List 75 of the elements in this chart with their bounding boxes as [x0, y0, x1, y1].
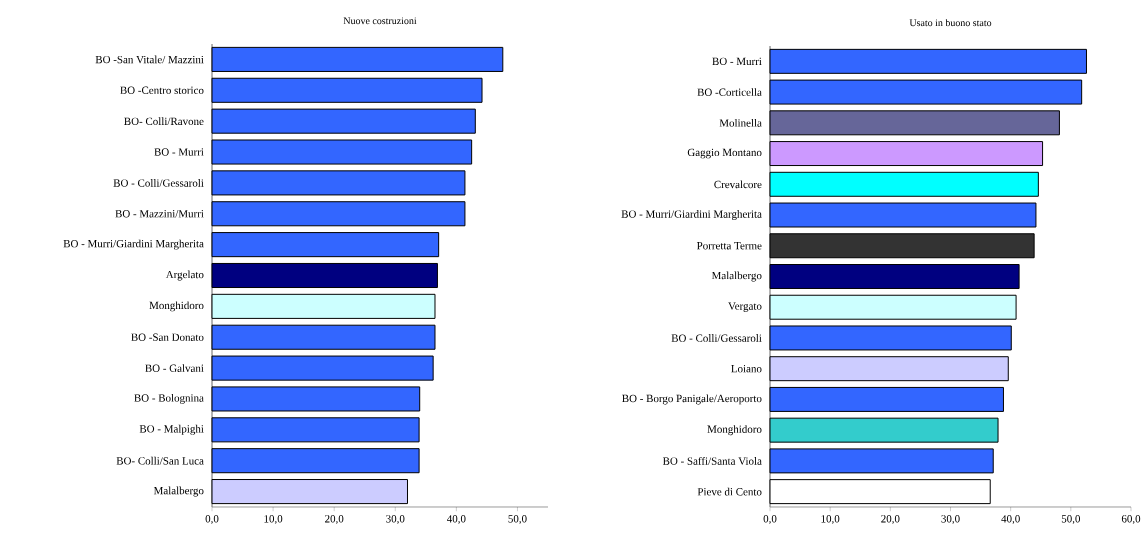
y-tick-label: BO - Colli/Gessaroli	[113, 179, 204, 187]
bar	[211, 355, 434, 381]
bar	[769, 417, 999, 443]
x-tick-label: 50,0	[508, 515, 527, 525]
y-tick-label: BO - Malpighi	[139, 424, 204, 435]
x-tick-label: 20,0	[881, 515, 900, 525]
bar	[769, 448, 994, 474]
bar	[769, 48, 1087, 74]
y-tick-label: BO- Colli/San Luca	[116, 456, 204, 465]
y-tick-label: Monghidoro	[707, 425, 762, 436]
y-tick-label: Porretta Terme	[696, 242, 762, 250]
bar	[211, 417, 420, 443]
bar	[211, 448, 420, 474]
bar	[769, 141, 1044, 167]
y-tick-label: BO -San Donato	[131, 333, 204, 341]
bar	[211, 201, 466, 227]
x-tick-label: 40,0	[447, 515, 466, 525]
y-tick-label: Pieve di Cento	[697, 487, 762, 496]
chart-title: Nuove costruzioni	[343, 17, 417, 25]
x-tick-label: 20,0	[325, 515, 344, 525]
bar	[211, 262, 438, 289]
x-tick-label: 30,0	[941, 515, 960, 525]
y-tick-label: BO - Galvani	[145, 364, 204, 372]
x-tick-label: 0,0	[763, 515, 777, 525]
bar	[211, 324, 436, 350]
bar	[769, 356, 1009, 382]
y-tick-label: Vergato	[728, 302, 762, 312]
x-tick-label: 0,0	[205, 515, 219, 525]
x-tick-label: 50,0	[1061, 515, 1081, 525]
bar	[211, 479, 408, 505]
y-tick-label: BO - Bolognina	[134, 393, 204, 404]
bar	[211, 232, 440, 258]
bar	[211, 139, 473, 165]
bar	[769, 264, 1020, 289]
y-tick-label: BO - Borgo Panigale/Aeroporto	[622, 394, 762, 405]
y-tick-label: Crevalcore	[714, 180, 762, 189]
bar	[211, 108, 476, 134]
x-tick-label: 10,0	[821, 515, 840, 525]
bar	[211, 170, 466, 196]
bar	[769, 479, 991, 505]
bar	[769, 294, 1017, 320]
bar	[769, 386, 1004, 412]
bar	[769, 202, 1037, 228]
y-tick-label: BO -Corticella	[697, 88, 762, 96]
bar	[211, 77, 483, 103]
y-tick-label: Malalbergo	[153, 486, 204, 497]
y-tick-label: Loiano	[731, 365, 762, 373]
y-tick-label: BO - Colli/Gessaroli	[671, 334, 762, 342]
x-tick-label: 10,0	[264, 515, 283, 525]
y-tick-label: BO - Murri	[712, 57, 762, 66]
y-tick-label: Argelato	[165, 270, 204, 281]
chart-title: Usato in buono stato	[909, 19, 992, 27]
bar	[211, 293, 436, 319]
y-tick-label: Molinella	[719, 118, 762, 127]
bar	[769, 110, 1060, 136]
y-tick-label: BO - Mazzini/Murri	[115, 210, 204, 218]
bar	[769, 171, 1039, 197]
bar	[211, 46, 504, 72]
bar	[769, 233, 1035, 259]
y-tick-label: BO -Centro storico	[120, 86, 204, 94]
bar	[211, 386, 421, 412]
x-tick-label: 60,0	[1121, 515, 1141, 525]
y-tick-label: BO - Murri/Giardini Margherita	[63, 239, 204, 250]
x-tick-label: 40,0	[1001, 515, 1020, 525]
bar	[769, 79, 1083, 105]
y-tick-label: BO -San Vitale/ Mazzini	[95, 55, 204, 64]
bar	[769, 325, 1012, 351]
y-tick-label: Malalbergo	[711, 271, 762, 282]
y-tick-label: BO - Murri	[154, 148, 204, 156]
y-tick-label: Monghidoro	[149, 301, 204, 312]
x-tick-label: 30,0	[386, 515, 405, 525]
y-tick-label: BO- Colli/Ravone	[124, 117, 204, 126]
y-tick-label: BO - Murri/Giardini Margherita	[621, 210, 762, 220]
y-tick-label: Gaggio Montano	[687, 148, 762, 159]
y-tick-label: BO - Saffi/Santa Viola	[662, 456, 762, 465]
